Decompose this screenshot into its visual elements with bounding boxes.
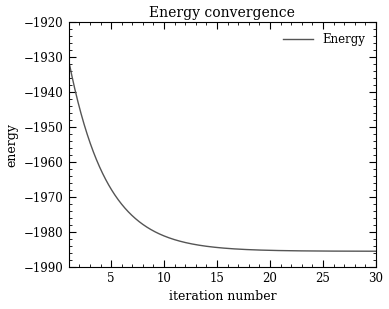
X-axis label: iteration number: iteration number — [168, 290, 276, 303]
Legend: Energy: Energy — [279, 28, 370, 50]
Energy — [202, 244, 207, 248]
Energy — [98, 166, 102, 170]
Energy — [277, 249, 282, 252]
Energy — [191, 242, 195, 246]
Energy — [306, 249, 311, 253]
Energy — [373, 249, 378, 253]
Y-axis label: energy: energy — [5, 123, 19, 167]
Title: Energy convergence: Energy convergence — [149, 6, 295, 19]
Energy — [312, 249, 316, 253]
Energy — [67, 59, 71, 62]
Line: Energy: Energy — [69, 61, 376, 251]
